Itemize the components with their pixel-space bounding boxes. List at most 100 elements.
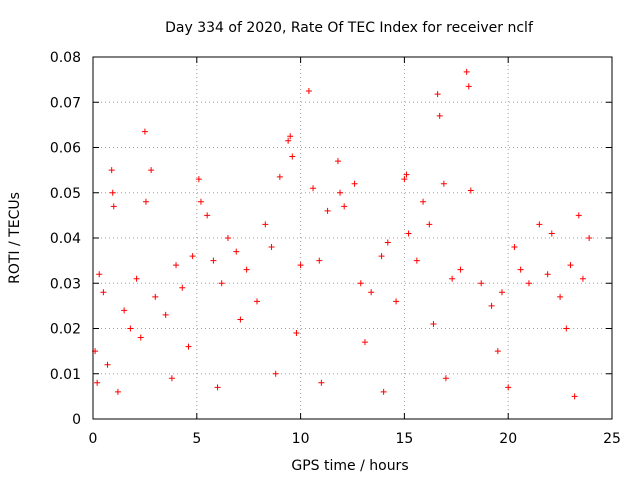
data-point [357,280,364,287]
y-tick-label: 0.01 [50,367,81,383]
data-point [133,275,140,282]
data-point [127,325,134,332]
data-point [293,330,300,337]
data-point [289,153,296,160]
data-point [305,87,312,94]
data-point [420,198,427,205]
data-point [494,348,501,355]
y-tick-label: 0.06 [50,141,81,157]
data-point [440,180,447,187]
data-point [110,203,117,210]
data-point [218,280,225,287]
data-point [442,375,449,382]
data-point [94,379,101,386]
data-point [393,298,400,305]
data-point [361,339,368,346]
data-point [268,244,275,251]
data-point [488,302,495,309]
data-point [318,379,325,386]
data-point [498,289,505,296]
data-point [567,262,574,269]
data-point [405,230,412,237]
data-point [430,320,437,327]
y-tick-label: 0.03 [50,276,81,292]
y-tick-label: 0.05 [50,186,81,202]
y-tick-label: 0.02 [50,322,81,338]
x-tick-label: 15 [395,431,413,447]
data-point [109,189,116,196]
data-point [575,212,582,219]
data-points [92,68,593,400]
data-point [337,189,344,196]
x-tick-label: 20 [499,431,517,447]
x-tick-label: 5 [192,431,201,447]
data-point [426,221,433,228]
data-point [579,275,586,282]
data-point [210,257,217,264]
data-point [262,221,269,228]
data-point [384,239,391,246]
data-point [197,198,204,205]
data-point [148,167,155,174]
data-point [285,137,292,144]
data-point [137,334,144,341]
x-tick-label: 0 [89,431,98,447]
data-point [517,266,524,273]
data-point [96,271,103,278]
data-point [316,257,323,264]
data-point [413,257,420,264]
y-tick-label: 0.08 [50,50,81,66]
data-point [403,171,410,178]
y-tick-label: 0.07 [50,95,81,111]
data-point [557,293,564,300]
data-point [548,230,555,237]
data-point [505,384,512,391]
data-point [104,361,111,368]
data-point [544,271,551,278]
data-point [297,262,304,269]
data-point [457,266,464,273]
data-point [243,266,250,273]
data-point [287,133,294,140]
plot-frame [92,56,613,420]
data-point [108,167,115,174]
data-point [141,128,148,135]
data-point [368,289,375,296]
data-point [189,253,196,260]
data-point [195,176,202,183]
data-point [310,185,317,192]
data-point [173,262,180,269]
data-point [334,158,341,165]
data-point [351,180,358,187]
data-point [341,203,348,210]
x-tick-label: 25 [603,431,621,447]
data-point [114,388,121,395]
data-point [449,275,456,282]
x-axis-title: GPS time / hours [291,458,408,474]
data-point [214,384,221,391]
data-point [478,280,485,287]
data-point [185,343,192,350]
data-point [179,284,186,291]
data-point [233,248,240,255]
data-point [536,221,543,228]
grid [93,57,612,419]
y-axis-title: ROTI / TECUs [7,192,23,284]
data-point [142,198,149,205]
data-point [525,280,532,287]
data-point [380,388,387,395]
data-point [465,83,472,90]
data-point [276,173,283,180]
data-point [436,112,443,119]
y-tick-label: 0.04 [50,231,81,247]
data-point [121,307,128,314]
data-point [401,176,408,183]
data-point [324,207,331,214]
y-tick-label: 0 [72,412,81,428]
data-point [434,91,441,98]
data-point [162,311,169,318]
data-point [152,293,159,300]
data-point [511,244,518,251]
